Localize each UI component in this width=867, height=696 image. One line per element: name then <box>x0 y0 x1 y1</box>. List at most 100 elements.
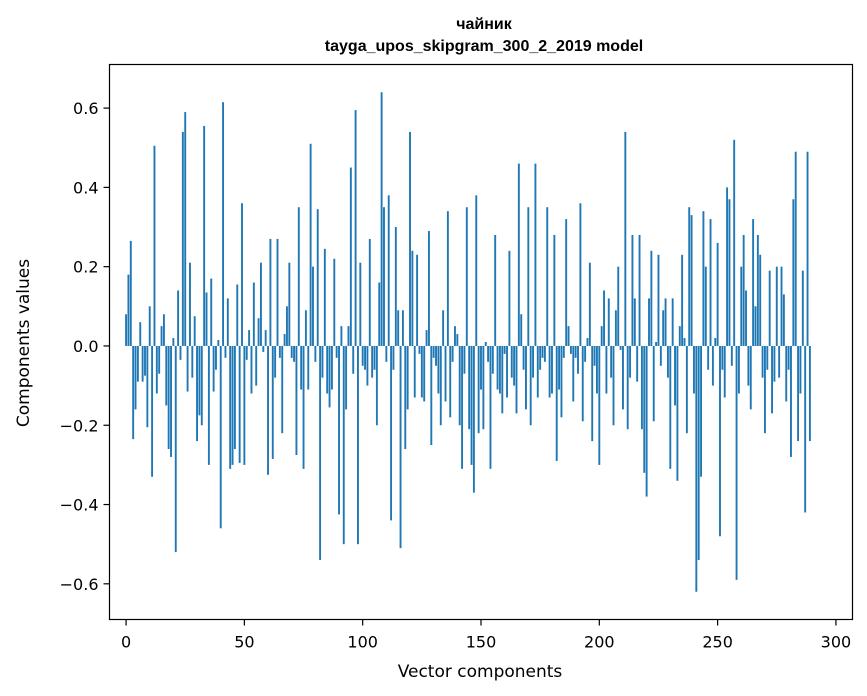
bar-component-180 <box>551 345 553 394</box>
bar-component-100 <box>361 345 364 366</box>
bar-component-241 <box>695 345 698 592</box>
bar-component-25 <box>184 112 187 346</box>
bar-component-33 <box>203 125 206 346</box>
bar-component-262 <box>745 290 747 346</box>
bar-component-209 <box>619 345 622 350</box>
bar-component-147 <box>472 345 475 493</box>
bar-component-105 <box>373 345 376 370</box>
bar-component-288 <box>806 151 809 346</box>
bar-component-141 <box>458 345 461 426</box>
bar-component-219 <box>643 345 646 473</box>
bar-component-274 <box>773 345 776 382</box>
bar-component-189 <box>572 345 575 402</box>
bar-component-129 <box>430 345 433 446</box>
bar-component-107 <box>378 282 381 346</box>
bar-component-65 <box>278 345 281 358</box>
bar-component-32 <box>200 345 203 426</box>
bar-component-255 <box>728 199 731 346</box>
bar-component-47 <box>236 284 239 346</box>
bar-component-169 <box>525 345 527 410</box>
bar-component-178 <box>546 207 549 346</box>
bar-component-5 <box>136 345 139 382</box>
bar-component-6 <box>139 322 142 346</box>
bar-component-86 <box>328 345 331 408</box>
bar-component-217 <box>638 234 641 346</box>
bar-component-231 <box>671 298 674 346</box>
bar-component-286 <box>801 270 804 346</box>
bar-component-280 <box>787 345 790 370</box>
bar-component-164 <box>513 345 516 386</box>
y-tick-label: 0.4 <box>73 178 98 197</box>
bar-component-57 <box>259 262 262 346</box>
bar-component-285 <box>799 345 802 394</box>
bar-component-45 <box>231 345 234 465</box>
bar-component-208 <box>617 266 620 346</box>
bar-component-1 <box>127 274 130 346</box>
bar-component-93 <box>345 345 348 410</box>
bar-component-41 <box>222 102 225 346</box>
bar-component-59 <box>264 330 267 346</box>
bar-component-74 <box>300 345 303 390</box>
bar-component-265 <box>752 219 755 346</box>
bar-component-223 <box>652 345 655 422</box>
bar-component-91 <box>340 326 343 346</box>
bar-component-22 <box>177 290 180 346</box>
bar-component-224 <box>655 342 658 346</box>
bar-component-148 <box>475 195 478 346</box>
bar-component-145 <box>468 345 471 430</box>
bar-component-85 <box>326 345 329 394</box>
bar-component-18 <box>167 345 170 450</box>
bar-component-81 <box>316 209 319 346</box>
bar-component-24 <box>181 131 184 346</box>
bar-component-73 <box>297 207 300 346</box>
bar-component-277 <box>780 266 783 346</box>
bar-component-61 <box>269 238 272 346</box>
bar-component-256 <box>730 345 733 366</box>
bar-component-181 <box>553 234 556 346</box>
bar-component-21 <box>174 345 177 553</box>
bar-component-182 <box>555 345 558 461</box>
bar-component-56 <box>257 318 260 346</box>
bar-component-172 <box>532 345 534 378</box>
bar-component-131 <box>435 345 437 366</box>
bar-component-62 <box>271 345 274 459</box>
bar-component-238 <box>688 207 691 346</box>
x-tick-label: 250 <box>702 633 733 652</box>
bar-component-103 <box>368 238 371 346</box>
bar-component-246 <box>707 345 710 370</box>
bar-component-192 <box>579 203 582 346</box>
bar-component-72 <box>295 345 298 455</box>
bar-component-163 <box>510 345 513 378</box>
bar-component-20 <box>172 338 175 346</box>
bar-component-212 <box>626 345 629 430</box>
bar-component-239 <box>690 215 693 346</box>
bar-component-52 <box>248 330 251 346</box>
bar-component-30 <box>196 345 198 442</box>
bar-component-276 <box>778 345 781 378</box>
bar-component-67 <box>283 334 286 346</box>
bar-component-252 <box>721 345 724 370</box>
bar-component-8 <box>144 345 146 376</box>
bar-component-183 <box>558 345 561 390</box>
bar-component-159 <box>501 345 504 414</box>
y-tick-label: −0.2 <box>60 416 99 435</box>
bar-component-193 <box>581 345 584 422</box>
bar-component-225 <box>657 254 660 346</box>
bar-component-251 <box>719 345 721 537</box>
bar-component-71 <box>293 345 296 362</box>
bar-component-137 <box>449 345 452 418</box>
bar-component-3 <box>132 345 135 440</box>
x-tick-label: 50 <box>234 633 254 652</box>
y-tick-label: 0.0 <box>73 337 98 356</box>
y-axis-label: Components values <box>14 259 34 427</box>
bar-component-250 <box>716 242 719 346</box>
bar-component-215 <box>633 298 636 346</box>
bar-component-190 <box>574 345 577 358</box>
bar-component-34 <box>205 292 208 346</box>
bar-component-50 <box>243 345 246 465</box>
bar-component-201 <box>600 326 603 346</box>
bar-component-31 <box>198 345 201 416</box>
bar-component-282 <box>792 199 795 346</box>
bar-component-119 <box>406 345 409 410</box>
bar-component-139 <box>454 326 456 346</box>
